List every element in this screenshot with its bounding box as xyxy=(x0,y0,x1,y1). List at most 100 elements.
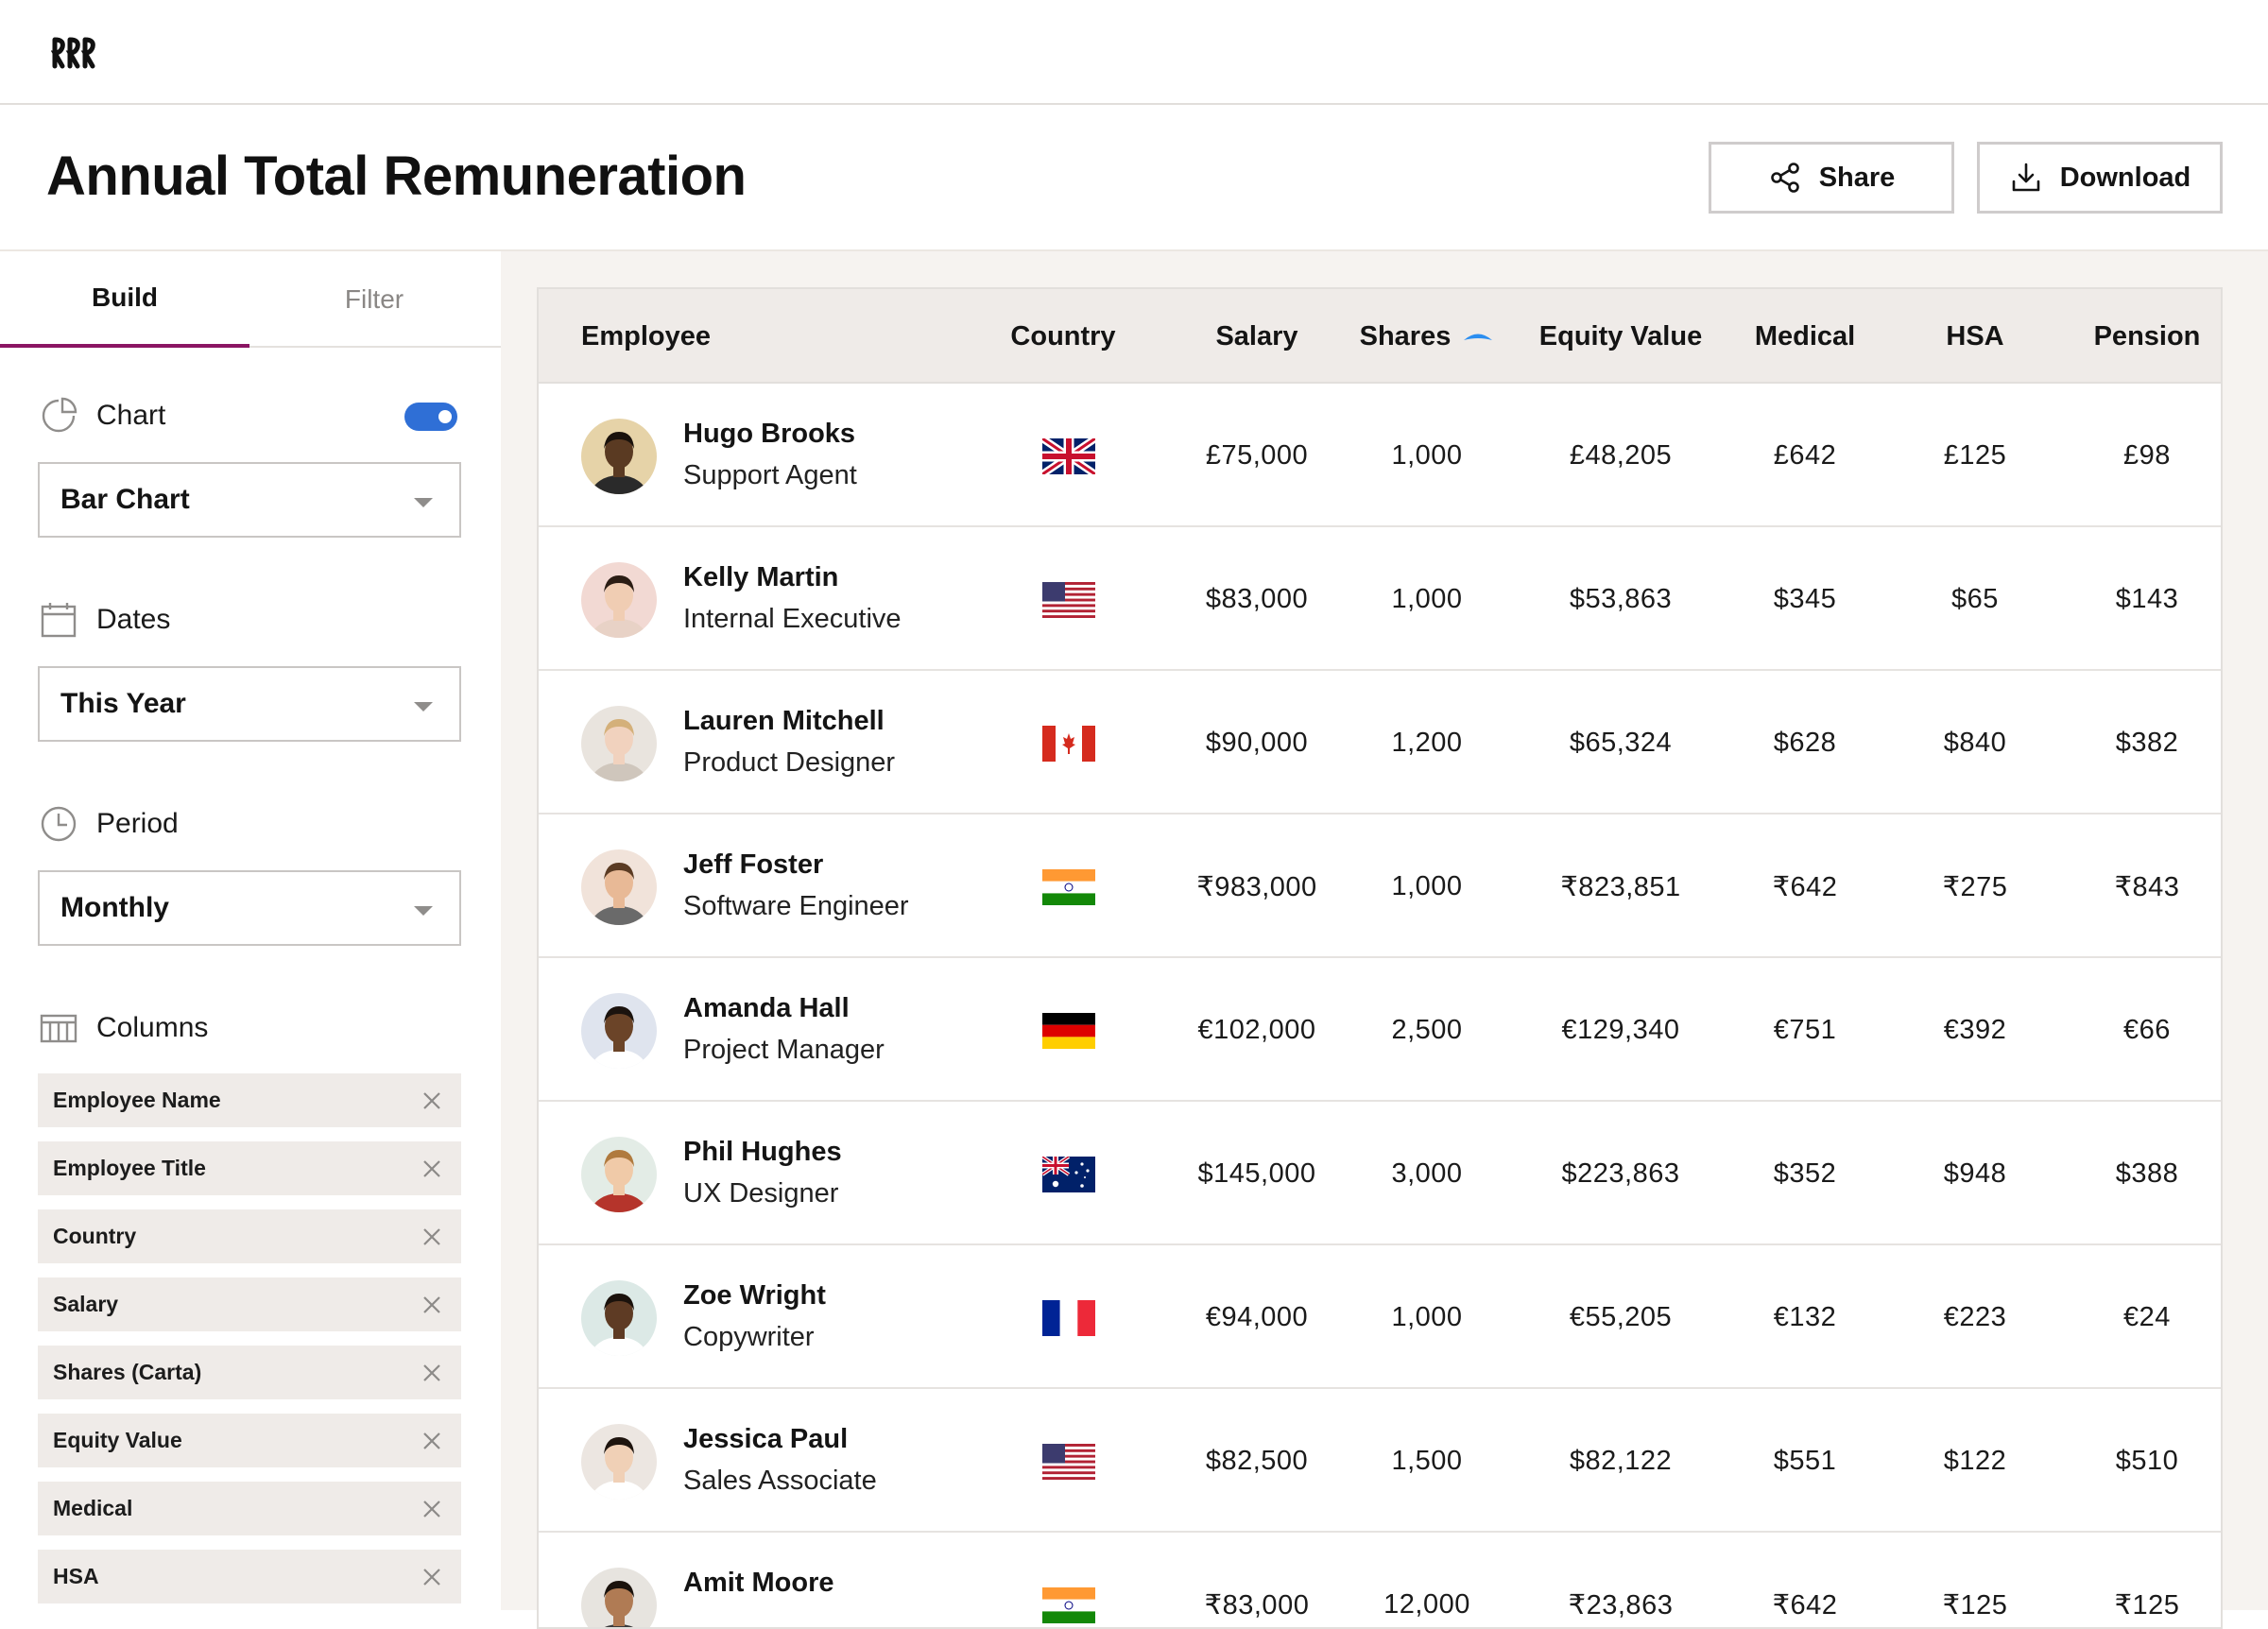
chart-section-label: Chart xyxy=(40,397,165,435)
dates-label: Dates xyxy=(96,604,171,635)
top-nav xyxy=(0,0,2268,105)
employee-name[interactable]: Amit Moore xyxy=(683,1568,834,1598)
pension-cell: ₹125 xyxy=(2114,1589,2180,1620)
col-header-medical[interactable]: Medical xyxy=(1754,320,1856,352)
equity-value-cell: €55,205 xyxy=(1569,1301,1673,1332)
in-flag-icon xyxy=(1042,869,1095,905)
column-chip[interactable]: Shares (Carta) xyxy=(38,1346,461,1399)
employee-name[interactable]: Phil Hughes xyxy=(683,1137,842,1167)
employee-name[interactable]: Zoe Wright xyxy=(683,1280,826,1311)
column-chip[interactable]: Employee Title xyxy=(38,1141,461,1195)
column-chip[interactable]: HSA xyxy=(38,1550,461,1603)
uk-flag-icon xyxy=(1042,438,1095,474)
dates-select[interactable]: This Year xyxy=(38,666,461,742)
employee-title: Project Manager xyxy=(683,1035,885,1065)
period-select[interactable]: Monthly xyxy=(38,870,461,946)
chart-toggle[interactable] xyxy=(404,403,457,431)
col-header-equity[interactable]: Equity Value xyxy=(1538,320,1703,352)
pension-cell: $143 xyxy=(2115,583,2179,614)
employee-name[interactable]: Hugo Brooks xyxy=(683,419,856,449)
shares-cell: 1,000 xyxy=(1391,870,1463,901)
salary-cell: ₹83,000 xyxy=(1204,1589,1310,1620)
close-icon[interactable] xyxy=(421,1499,442,1519)
medical-cell: ₹642 xyxy=(1772,871,1838,902)
table-row[interactable]: Jeff Foster Software Engineer ₹983,000 1,00… xyxy=(539,814,2221,958)
shares-cell: 1,000 xyxy=(1391,439,1463,471)
col-header-shares-label: Shares xyxy=(1359,320,1452,352)
equity-value-cell: $53,863 xyxy=(1569,583,1673,614)
tab-build[interactable]: Build xyxy=(0,251,249,348)
employee-name[interactable]: Kelly Martin xyxy=(683,562,839,592)
close-icon[interactable] xyxy=(421,1295,442,1315)
shares-cell: 12,000 xyxy=(1383,1588,1470,1620)
table-columns-icon xyxy=(40,1014,77,1043)
sort-indicator-icon[interactable] xyxy=(1462,330,1494,343)
employee-name[interactable]: Lauren Mitchell xyxy=(683,706,885,736)
column-chip[interactable]: Country xyxy=(38,1209,461,1263)
column-chip[interactable]: Equity Value xyxy=(38,1414,461,1467)
employee-title: Product Designer xyxy=(683,747,896,778)
sidebar: Build Filter Chart Bar Chart Dates This … xyxy=(0,251,501,1610)
col-header-shares[interactable]: Shares xyxy=(1332,289,1521,384)
pension-cell: €66 xyxy=(2123,1014,2171,1045)
chart-label: Chart xyxy=(96,400,166,431)
close-icon[interactable] xyxy=(421,1567,442,1587)
chart-type-select[interactable]: Bar Chart xyxy=(38,462,461,538)
share-icon xyxy=(1770,163,1799,193)
salary-cell: $145,000 xyxy=(1197,1157,1316,1189)
table-row[interactable]: Amit Moore ₹83,000 12,000 ₹23,863 ₹642 ₹125 ₹1… xyxy=(539,1533,2221,1627)
medical-cell: £642 xyxy=(1773,439,1837,471)
chevron-down-icon xyxy=(414,498,433,507)
pension-cell: £98 xyxy=(2123,439,2171,471)
column-chip[interactable]: Medical xyxy=(38,1482,461,1535)
download-button[interactable]: Download xyxy=(1977,142,2223,214)
salary-cell: $83,000 xyxy=(1205,583,1309,614)
employee-title: UX Designer xyxy=(683,1178,839,1209)
employee-name[interactable]: Amanda Hall xyxy=(683,993,850,1023)
avatar xyxy=(581,1568,657,1627)
shares-cell: 1,000 xyxy=(1391,583,1463,614)
close-icon[interactable] xyxy=(421,1226,442,1247)
salary-cell: $82,500 xyxy=(1205,1445,1309,1476)
close-icon[interactable] xyxy=(421,1431,442,1451)
avatar xyxy=(581,849,657,925)
table-row[interactable]: Zoe Wright Copywriter €94,000 1,000 €55,205 €… xyxy=(539,1245,2221,1389)
column-chip-label: Medical xyxy=(53,1496,133,1520)
hsa-cell: £125 xyxy=(1943,439,2007,471)
table-row[interactable]: Amanda Hall Project Manager €102,000 2,500 €… xyxy=(539,958,2221,1102)
column-chip[interactable]: Salary xyxy=(38,1277,461,1331)
period-value: Monthly xyxy=(60,892,169,923)
us-flag-icon xyxy=(1042,582,1095,618)
column-chip[interactable]: Employee Name xyxy=(38,1073,461,1127)
brand-logo-icon[interactable] xyxy=(51,36,100,70)
table-row[interactable]: Jessica Paul Sales Associate $82,500 1,500 $… xyxy=(539,1389,2221,1533)
hsa-cell: $65 xyxy=(1951,583,1999,614)
close-icon[interactable] xyxy=(421,1158,442,1179)
clock-icon xyxy=(41,806,77,842)
tab-filter[interactable]: Filter xyxy=(344,284,404,314)
de-flag-icon xyxy=(1042,1013,1095,1049)
medical-cell: $551 xyxy=(1773,1445,1837,1476)
col-header-employee[interactable]: Employee xyxy=(581,320,711,352)
employee-name[interactable]: Jeff Foster xyxy=(683,849,824,880)
table-row[interactable]: Phil Hughes UX Designer $145,000 3,000 $223,… xyxy=(539,1102,2221,1245)
share-button[interactable]: Share xyxy=(1709,142,1954,214)
table-row[interactable]: Lauren Mitchell Product Designer $90,000 1,… xyxy=(539,671,2221,814)
table-row[interactable]: Kelly Martin Internal Executive $83,000 1,0… xyxy=(539,527,2221,671)
table-row[interactable]: Hugo Brooks Support Agent £75,000 1,000 £48,… xyxy=(539,384,2221,527)
col-header-country[interactable]: Country xyxy=(1010,320,1116,352)
hsa-cell: ₹125 xyxy=(1942,1589,2008,1620)
download-label: Download xyxy=(2059,162,2191,193)
col-header-hsa[interactable]: HSA xyxy=(1946,320,2004,352)
medical-cell: ₹642 xyxy=(1772,1589,1838,1620)
avatar xyxy=(581,1424,657,1500)
close-icon[interactable] xyxy=(421,1090,442,1111)
employee-name[interactable]: Jessica Paul xyxy=(683,1424,849,1454)
columns-label: Columns xyxy=(96,1012,209,1043)
col-header-pension[interactable]: Pension xyxy=(2093,320,2201,352)
col-header-salary[interactable]: Salary xyxy=(1215,320,1298,352)
period-section-label: Period xyxy=(40,805,179,843)
column-chip-label: Equity Value xyxy=(53,1428,182,1452)
column-chip-label: Employee Title xyxy=(53,1156,206,1180)
close-icon[interactable] xyxy=(421,1363,442,1383)
